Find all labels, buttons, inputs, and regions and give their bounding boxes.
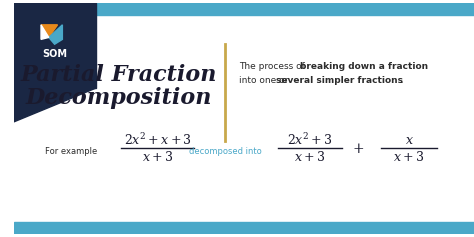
Text: into one or: into one or: [239, 76, 292, 85]
Bar: [14, 4, 474, 15]
Text: $x + 3$: $x + 3$: [294, 150, 326, 164]
Text: Decomposition: Decomposition: [26, 87, 212, 109]
Text: The process of: The process of: [239, 62, 308, 71]
Text: several simpler fractions: several simpler fractions: [276, 76, 403, 85]
Bar: [14, 222, 474, 233]
Text: Partial Fraction: Partial Fraction: [20, 64, 217, 86]
Text: SOM: SOM: [42, 49, 67, 59]
Text: $2x^2 + x + 3$: $2x^2 + x + 3$: [124, 132, 191, 148]
Text: $+$: $+$: [352, 142, 365, 156]
Polygon shape: [41, 25, 57, 37]
Text: decomposed into: decomposed into: [189, 146, 262, 155]
Text: $x + 3$: $x + 3$: [142, 150, 173, 164]
Text: breaking down a fraction: breaking down a fraction: [300, 62, 428, 71]
Text: $2x^2 + 3$: $2x^2 + 3$: [287, 132, 333, 148]
Polygon shape: [41, 25, 49, 39]
Text: $x + 3$: $x + 3$: [393, 150, 425, 164]
Text: $x$: $x$: [404, 134, 413, 147]
Polygon shape: [14, 88, 96, 122]
Bar: [14, 4, 96, 88]
Text: For example: For example: [45, 146, 97, 155]
Text: .: .: [399, 76, 402, 85]
Polygon shape: [49, 25, 63, 44]
